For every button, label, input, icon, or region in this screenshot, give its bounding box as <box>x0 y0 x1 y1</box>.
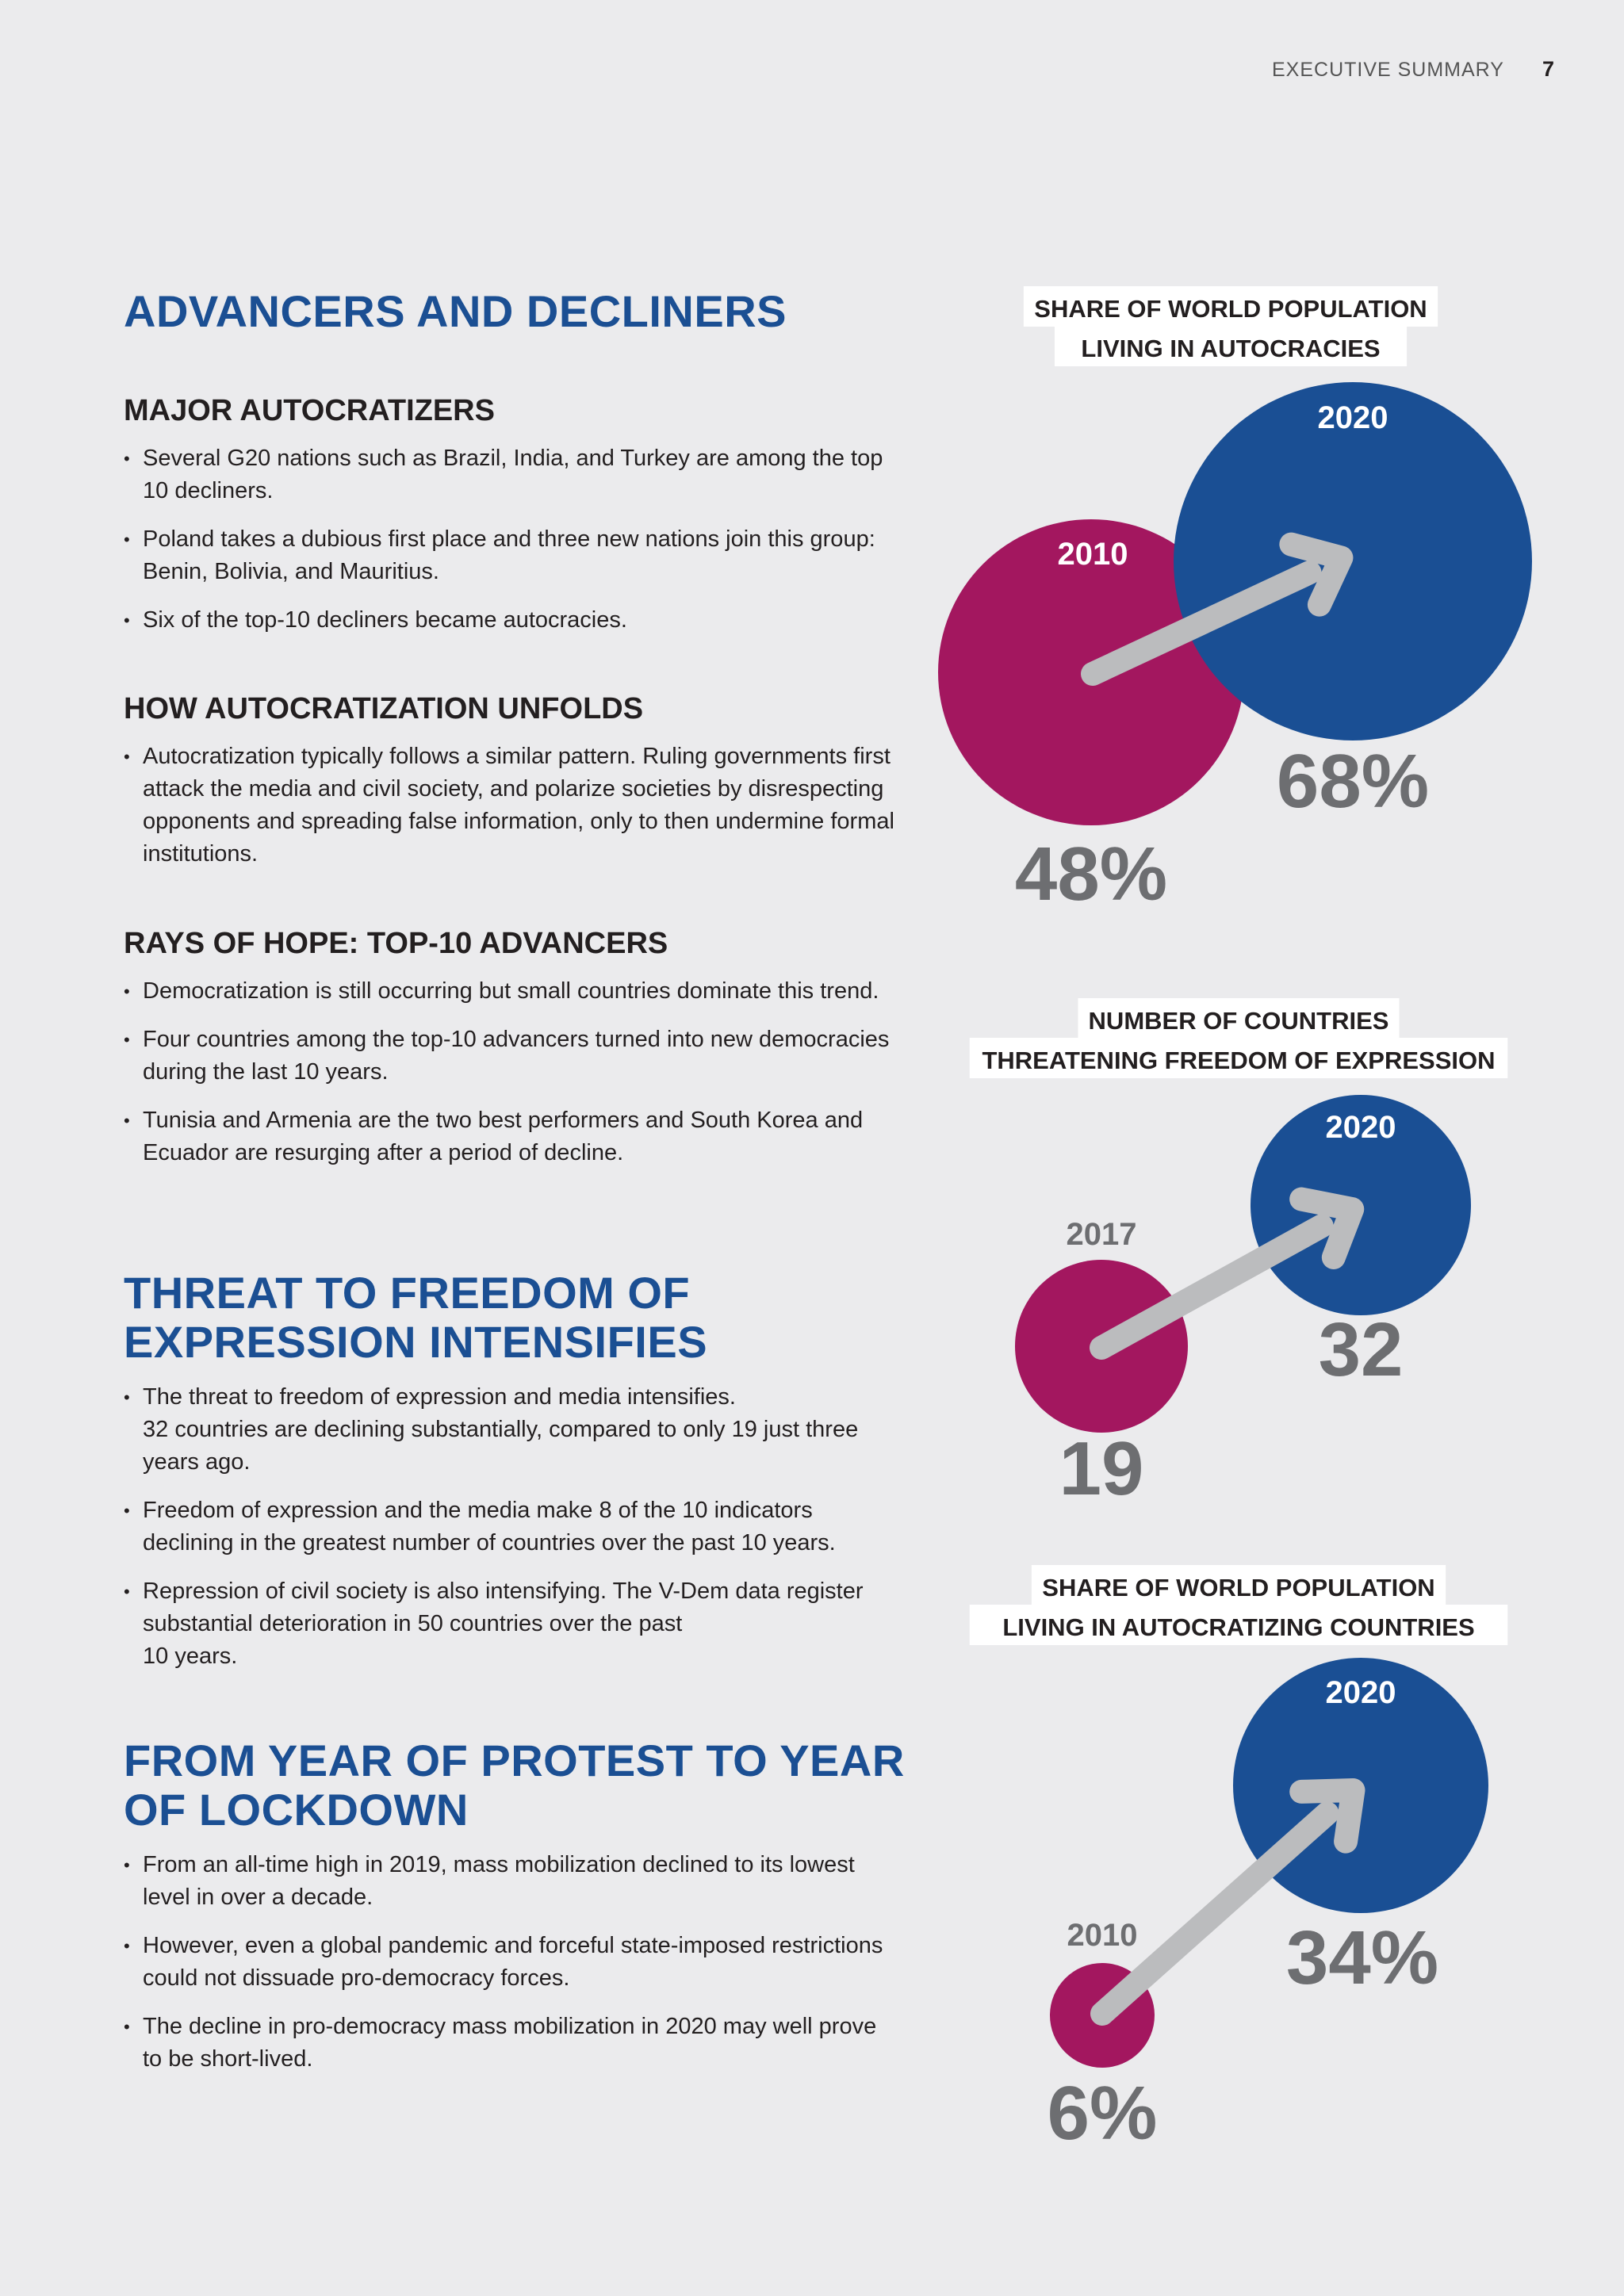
list-item: The decline in pro-democracy mass mobili… <box>124 2011 901 2076</box>
list-item: Poland takes a dubious first place and t… <box>124 523 901 588</box>
chart-2-arrow-shaft <box>1090 1214 1334 1360</box>
list-item: Democratization is still occurring but s… <box>124 975 901 1008</box>
rays-of-hope-title: RAYS OF HOPE: TOP-10 ADVANCERS <box>124 927 668 960</box>
chart-1-title-line1: SHARE OF WORLD POPULATION <box>1034 295 1427 323</box>
advancers-section: ADVANCERS AND DECLINERS <box>124 287 901 336</box>
list-item: However, even a global pandemic and forc… <box>124 1930 901 1995</box>
advancers-title: ADVANCERS AND DECLINERS <box>124 286 787 336</box>
how-autocratization-list: Autocratization typically follows a simi… <box>124 740 901 871</box>
list-item: Tunisia and Armenia are the two best per… <box>124 1104 901 1169</box>
chart-3-bubble-2020 <box>1233 1658 1488 1913</box>
chart-3-title-line2-box <box>969 1605 1508 1645</box>
protest-title-line2: OF LOCKDOWN <box>124 1785 469 1835</box>
chart-3-year-2010: 2010 <box>1067 1918 1138 1953</box>
page-number: 7 <box>1542 57 1554 81</box>
how-autocratization-block: HOW AUTOCRATIZATION UNFOLDS Autocratizat… <box>124 691 901 886</box>
list-item: Autocratization typically follows a simi… <box>124 740 901 871</box>
list-item-line: The threat to freedom of expression and … <box>143 1384 736 1410</box>
chart-2-title-line2-box <box>969 1038 1508 1078</box>
chart-1-arrow-head <box>1279 532 1354 617</box>
chart-2-bubble-2017 <box>1015 1260 1188 1433</box>
major-autocratizers-title: MAJOR AUTOCRATIZERS <box>124 394 495 427</box>
chart-1-year-2020: 2020 <box>1318 400 1388 435</box>
chart-3-bubble-2010 <box>1050 1963 1155 2068</box>
chart-2-year-2017: 2017 <box>1067 1217 1137 1252</box>
protest-list: From an all-time high in 2019, mass mobi… <box>124 1849 901 2076</box>
protest-section: FROM YEAR OF PROTEST TO YEAR OF LOCKDOWN… <box>124 1736 917 2091</box>
how-autocratization-title: HOW AUTOCRATIZATION UNFOLDS <box>124 692 644 725</box>
list-item: Several G20 nations such as Brazil, Indi… <box>124 442 901 507</box>
list-item: Six of the top-10 decliners became autoc… <box>124 604 901 637</box>
protest-title-line1: FROM YEAR OF PROTEST TO YEAR <box>124 1735 905 1785</box>
chart-1-arrow-shaft <box>1081 561 1322 686</box>
chart-2-arrow-head <box>1289 1187 1365 1270</box>
list-item: Four countries among the top-10 advancer… <box>124 1024 901 1089</box>
chart-2-value-2020: 32 <box>1319 1307 1404 1392</box>
list-item-line: 32 countries are declining substantially… <box>143 1417 859 1475</box>
chart-2-value-2017: 19 <box>1059 1426 1144 1511</box>
chart-1-title-line2: LIVING IN AUTOCRACIES <box>1081 335 1380 362</box>
threat-list: The threat to freedom of expression and … <box>124 1381 901 1673</box>
chart-3-arrow-shaft <box>1090 1801 1339 2026</box>
chart-1-bubble-2010 <box>938 519 1244 825</box>
protest-title: FROM YEAR OF PROTEST TO YEAR OF LOCKDOWN <box>124 1736 917 1835</box>
chart-3-year-2020: 2020 <box>1326 1675 1396 1710</box>
major-autocratizers-block: MAJOR AUTOCRATIZERS Several G20 nations … <box>124 393 901 652</box>
page-header: EXECUTIVE SUMMARY 7 <box>1272 57 1554 82</box>
chart-1-title-line2-box <box>1054 326 1408 366</box>
threat-title: THREAT TO FREEDOM OF EXPRESSION INTENSIF… <box>124 1269 901 1367</box>
rays-of-hope-block: RAYS OF HOPE: TOP-10 ADVANCERS Democrati… <box>124 926 901 1185</box>
rays-of-hope-list: Democratization is still occurring but s… <box>124 975 901 1169</box>
list-item: Freedom of expression and the media make… <box>124 1494 901 1559</box>
chart-1-value-2020: 68% <box>1277 739 1429 824</box>
list-item: The threat to freedom of expression and … <box>124 1381 901 1479</box>
section-label: EXECUTIVE SUMMARY <box>1271 59 1504 81</box>
chart-2-title-line2: THREATENING FREEDOM OF EXPRESSION <box>982 1047 1495 1074</box>
major-autocratizers-list: Several G20 nations such as Brazil, Indi… <box>124 442 901 637</box>
threat-section: THREAT TO FREEDOM OF EXPRESSION INTENSIF… <box>124 1269 901 1689</box>
list-item: Repression of civil society is also inte… <box>124 1575 901 1673</box>
threat-title-line2: EXPRESSION INTENSIFIES <box>124 1317 708 1367</box>
chart-3-value-2010: 6% <box>1048 2071 1158 2156</box>
threat-title-line1: THREAT TO FREEDOM OF <box>124 1268 691 1318</box>
chart-2-year-2020: 2020 <box>1326 1110 1396 1145</box>
list-item: From an all-time high in 2019, mass mobi… <box>124 1849 901 1914</box>
chart-3-title-line2: LIVING IN AUTOCRATIZING COUNTRIES <box>1002 1613 1474 1641</box>
list-item-line: 10 years. <box>143 1644 238 1669</box>
chart-2-bubble-2020 <box>1251 1095 1471 1315</box>
chart-2-title-line1: NUMBER OF COUNTRIES <box>1089 1007 1389 1035</box>
chart-1-title-line1-box <box>1023 286 1438 327</box>
chart-1-value-2010: 48% <box>1015 832 1167 916</box>
chart-3-title-line1: SHARE OF WORLD POPULATION <box>1042 1574 1434 1601</box>
chart-2-title-line1-box <box>1078 998 1400 1039</box>
chart-1-year-2010: 2010 <box>1058 537 1128 572</box>
chart-3-value-2020: 34% <box>1286 1915 1438 2000</box>
chart-1-bubble-2020 <box>1174 382 1532 740</box>
chart-3-title-line1-box <box>1031 1565 1446 1605</box>
chart-3-arrow-head <box>1289 1778 1365 1854</box>
list-item-line: Repression of civil society is also inte… <box>143 1578 864 1636</box>
